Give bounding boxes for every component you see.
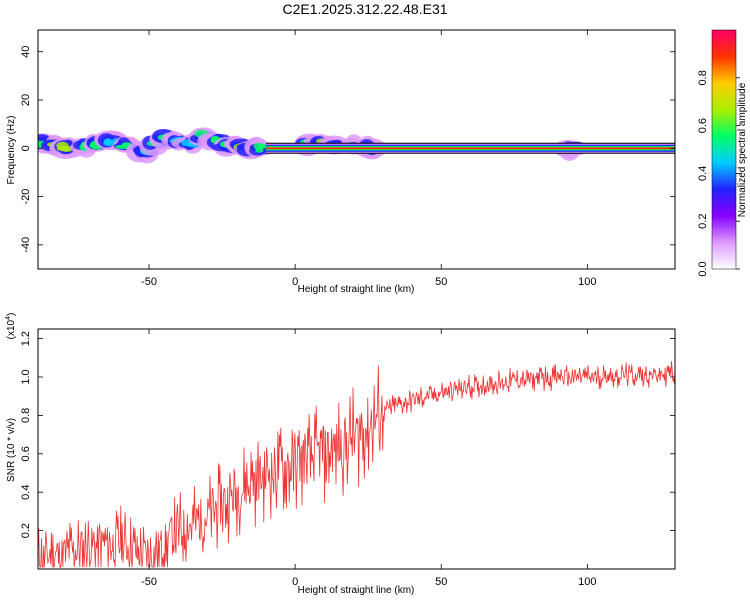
colorbar-tick-label: 0.6 bbox=[697, 118, 709, 133]
colorbar-gradient bbox=[712, 30, 736, 269]
snr-multiplier: (x104) bbox=[5, 313, 17, 340]
snr-xtick-label: 50 bbox=[435, 576, 447, 588]
spectrogram-cell bbox=[255, 148, 263, 153]
snr-ytick-label: 0.4 bbox=[20, 485, 32, 500]
snr-ylabel: SNR (10 * v/v) bbox=[6, 418, 17, 482]
snr-xtick-label: 100 bbox=[578, 576, 596, 588]
spectrogram-ytick-label: 20 bbox=[20, 94, 32, 106]
snr-ytick-label: 1.0 bbox=[20, 369, 32, 384]
spectrogram-ytick-label: -20 bbox=[20, 189, 32, 205]
snr-ytick-label: 0.6 bbox=[20, 446, 32, 461]
spectrogram-ytick-label: 0 bbox=[20, 145, 32, 151]
spectrogram-ytick-label: -40 bbox=[20, 237, 32, 253]
colorbar-tick-label: 0.8 bbox=[697, 70, 709, 85]
snr-ytick-label: 0.2 bbox=[20, 523, 32, 538]
figure-title: C2E1.2025.312.22.48.E31 bbox=[282, 1, 447, 17]
spectrogram-cell bbox=[103, 140, 115, 146]
spectrogram-cell bbox=[56, 142, 68, 149]
spectrogram-xtick-label: 100 bbox=[578, 276, 596, 288]
spectrogram-xtick-label: -50 bbox=[141, 276, 157, 288]
snr-ytick-label: 1.2 bbox=[20, 331, 32, 346]
colorbar-label: Normalized spectral amplitude bbox=[737, 82, 748, 217]
colorbar-tick-label: 0.2 bbox=[697, 214, 709, 229]
spectrogram-xtick-label: 50 bbox=[435, 276, 447, 288]
colorbar-tick-label: 0.4 bbox=[697, 166, 709, 181]
snr-ytick-label: 0.8 bbox=[20, 408, 32, 423]
snr-xlabel: Height of straight line (km) bbox=[298, 585, 415, 596]
colorbar-tick-label: 0.0 bbox=[697, 261, 709, 276]
spectrogram-ytick-label: 40 bbox=[20, 46, 32, 58]
snr-xtick-label: -50 bbox=[141, 576, 157, 588]
spectrogram-band bbox=[266, 147, 675, 149]
spectrogram-xlabel: Height of straight line (km) bbox=[298, 284, 415, 295]
colorbar: 0.0 0.2 0.4 0.6 0.8 Normalized spectral ampl… bbox=[697, 30, 748, 277]
spectrogram-ylabel: Frequency (Hz) bbox=[6, 116, 17, 185]
